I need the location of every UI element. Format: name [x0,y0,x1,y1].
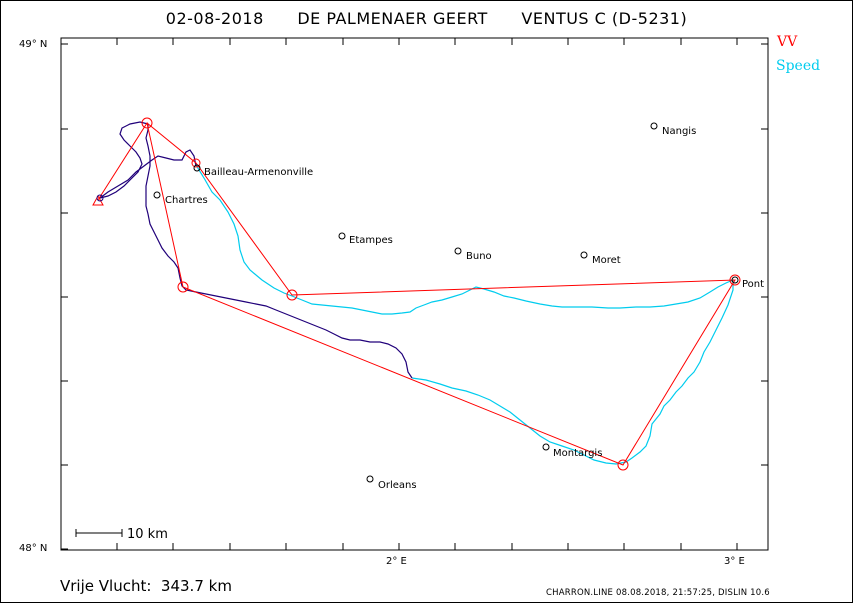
city-label-pont: Pont [742,279,764,290]
flight-track [99,121,413,379]
city-marker-bailleau [193,164,201,172]
turnpoint-6 [191,158,201,168]
scale-bar-label: 10 km [127,527,168,542]
city-label-bailleau: Bailleau-Armenonville [204,167,313,178]
right-ticks [761,43,768,466]
plot-area [60,37,769,551]
city-label-chartres: Chartres [165,195,208,206]
legend-speed: Speed [776,58,821,74]
flight-date: 02-08-2018 [165,9,264,28]
turnpoint-5 [286,289,298,301]
city-marker-orleans [366,475,374,483]
city-markers [153,122,739,483]
turnpoint-3 [617,459,629,471]
glider-name: VENTUS C (D-5231) [521,9,688,28]
turnpoint-1 [141,117,153,129]
city-marker-pont [731,276,739,284]
city-marker-moret [580,251,588,259]
city-label-montargis: Montargis [553,448,602,459]
speed-track [195,164,734,465]
city-label-buno: Buno [466,251,492,262]
city-label-orleans: Orleans [378,480,417,491]
x-label-2e: 2° E [386,556,407,567]
turnpoint-2 [177,281,189,293]
city-marker-etampes [338,232,346,240]
city-marker-buno [454,247,462,255]
pilot-name: DE PALMENAER GEERT [297,9,488,28]
flight-title: 02-08-2018 DE PALMENAER GEERT VENTUS C (… [0,9,853,28]
footer-info: CHARRON.LINE 08.08.2018, 21:57:25, DISLI… [546,588,770,598]
city-marker-nangis [650,122,658,130]
y-label-48n: 48° N [19,543,48,554]
y-label-49n: 49° N [19,39,48,50]
x-label-3e: 3° E [724,556,745,567]
task-line [97,121,736,466]
distance-summary: Vrije Vlucht: 343.7 km [60,577,232,595]
top-ticks [60,38,738,45]
turnpoint-4 [729,274,741,286]
city-marker-montargis [542,443,550,451]
city-marker-chartres [153,191,161,199]
city-label-nangis: Nangis [662,126,696,137]
legend-vv: VV [777,34,798,50]
bottom-ticks [116,543,738,550]
scale-bar: 10 km [75,527,168,542]
start-point [96,194,104,202]
city-label-etampes: Etampes [349,235,393,246]
city-label-moret: Moret [592,255,621,266]
left-ticks [61,43,68,550]
